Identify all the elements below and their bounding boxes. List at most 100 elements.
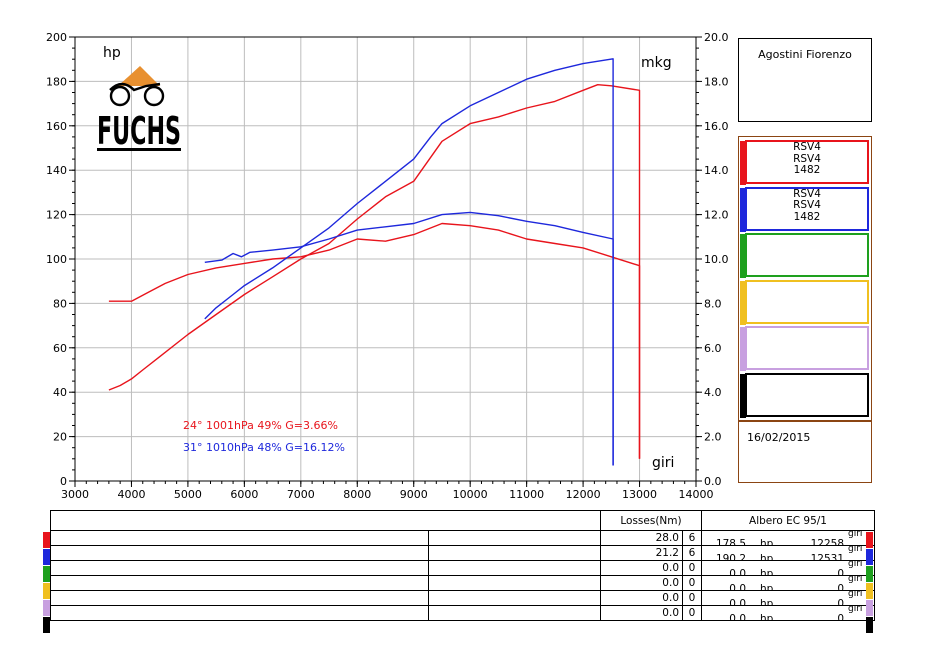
x-unit-label: giri bbox=[652, 455, 674, 471]
row-hp-unit: hp bbox=[760, 613, 774, 621]
series-line-0 bbox=[108, 84, 641, 459]
y-left-tick-label: 0 bbox=[60, 475, 67, 488]
row-hp-unit: hp bbox=[760, 583, 774, 591]
y-left-tick-label: 100 bbox=[46, 253, 67, 266]
y-left-tick-label: 80 bbox=[53, 297, 67, 310]
row-rpm-unit: giri bbox=[848, 560, 863, 570]
row-count: 0 bbox=[682, 590, 702, 606]
results-row: 28.0 6 178.5 hp 12258 giri bbox=[50, 530, 875, 546]
row-color-marker bbox=[866, 532, 873, 548]
date-box: 16/02/2015 bbox=[738, 421, 872, 483]
dyno-chart: 3000 4000 5000 6000 7000 8000 9000 10000 11000 12… bbox=[46, 31, 729, 500]
motorcycle-wheel-icon bbox=[143, 85, 165, 107]
row-hp-value: 178.5 bbox=[715, 538, 746, 546]
x-tick-label: 12000 bbox=[566, 488, 601, 500]
row-hp-unit: hp bbox=[760, 553, 774, 561]
row-hp-value: 0.0 bbox=[729, 583, 746, 591]
results-row: 0.0 0 0.0 hp 0 giri bbox=[50, 605, 875, 621]
x-tick-label: 6000 bbox=[230, 488, 258, 500]
results-row: 0.0 0 0.0 hp 0 giri bbox=[50, 575, 875, 591]
x-tick-label: 4000 bbox=[117, 488, 145, 500]
legend-item-line1: RSV4 bbox=[793, 187, 821, 200]
logo-underline bbox=[97, 148, 181, 151]
row-count: 6 bbox=[682, 545, 702, 561]
motorcycle-body-icon bbox=[109, 82, 161, 92]
x-tick-label: 5000 bbox=[174, 488, 202, 500]
series-line-1 bbox=[108, 222, 641, 459]
legend-item[interactable] bbox=[740, 279, 869, 325]
row-loss: 0.0 bbox=[600, 590, 683, 606]
legend-item[interactable] bbox=[740, 326, 869, 371]
row-color-marker bbox=[866, 566, 873, 582]
y-right-tick-label: 20.0 bbox=[704, 31, 729, 44]
results-row: 0.0 0 0.0 hp 0 giri bbox=[50, 560, 875, 576]
legend-item-line3: 1482 bbox=[793, 164, 821, 176]
results-table: Losses(Nm) Albero EC 95/1 28.0 6 178.5 hp 12… bbox=[50, 510, 875, 621]
row-color-marker bbox=[866, 617, 873, 633]
row-loss: 21.2 bbox=[600, 545, 683, 561]
row-rpm-value: 0 bbox=[837, 613, 844, 621]
chart-axes: 3000 4000 5000 6000 7000 8000 9000 10000 11000 12… bbox=[46, 31, 729, 500]
y-left-tick-label: 40 bbox=[53, 386, 67, 399]
x-tick-label: 3000 bbox=[61, 488, 89, 500]
row-rpm-value: 0 bbox=[837, 583, 844, 591]
y-right-tick-label: 2.0 bbox=[704, 431, 722, 444]
y-right-tick-label: 8.0 bbox=[704, 297, 722, 310]
fuchs-logo: FUCHS bbox=[97, 66, 181, 153]
row-rpm-unit: giri bbox=[848, 590, 863, 600]
legend-item[interactable]: RSV4 RSV4 1482 bbox=[740, 186, 869, 232]
row-rpm-value: 0 bbox=[837, 598, 844, 606]
row-count: 0 bbox=[682, 575, 702, 591]
row-loss: 0.0 bbox=[600, 575, 683, 591]
legend-item[interactable]: RSV4 RSV4 1482 bbox=[740, 140, 869, 185]
row-color-marker bbox=[43, 600, 50, 616]
condition-red: 24° 1001hPa 49% G=3.66% bbox=[183, 419, 338, 432]
row-power: 0.0 hp 0 giri bbox=[701, 560, 875, 576]
y-left-tick-label: 140 bbox=[46, 164, 67, 177]
y-left-tick-label: 160 bbox=[46, 120, 67, 133]
legend-color-swatch bbox=[740, 373, 746, 418]
logo-triangle-icon bbox=[118, 66, 160, 86]
y-right-tick-label: 0.0 bbox=[704, 475, 722, 488]
row-rpm-value: 12258 bbox=[810, 538, 844, 546]
legend-color-swatch bbox=[740, 234, 746, 278]
legend-frame bbox=[738, 136, 872, 421]
row-color-marker bbox=[866, 583, 873, 599]
row-hp-value: 0.0 bbox=[729, 598, 746, 606]
legend-color-swatch bbox=[740, 280, 746, 325]
row-hp-value: 0.0 bbox=[729, 613, 746, 621]
legend-item-line2: RSV4 bbox=[793, 199, 821, 211]
legend-color-swatch bbox=[740, 327, 746, 371]
x-tick-label: 9000 bbox=[400, 488, 428, 500]
x-tick-label: 8000 bbox=[343, 488, 371, 500]
y-left-tick-label: 60 bbox=[53, 342, 67, 355]
motorcycle-wheel-icon bbox=[109, 85, 131, 107]
y-right-tick-label: 6.0 bbox=[704, 342, 722, 355]
chart-grid bbox=[74, 36, 697, 482]
logo-text: FUCHS bbox=[97, 109, 181, 153]
owner-name: Agostini Fiorenzo bbox=[758, 48, 852, 61]
legend-item[interactable] bbox=[740, 233, 869, 278]
x-tick-label: 10000 bbox=[453, 488, 488, 500]
row-color-marker bbox=[43, 532, 50, 548]
row-count: 0 bbox=[682, 560, 702, 576]
row-hp-unit: hp bbox=[760, 568, 774, 576]
y-right-tick-label: 4.0 bbox=[704, 386, 722, 399]
x-tick-label: 7000 bbox=[287, 488, 315, 500]
legend-item[interactable] bbox=[740, 372, 869, 418]
x-tick-label: 11000 bbox=[509, 488, 544, 500]
row-power: 0.0 hp 0 giri bbox=[701, 590, 875, 606]
row-loss: 28.0 bbox=[600, 530, 683, 546]
row-loss: 0.0 bbox=[600, 560, 683, 576]
row-power: 190.2 hp 12531 giri bbox=[701, 545, 875, 561]
row-hp-value: 190.2 bbox=[715, 553, 746, 561]
row-hp-value: 0.0 bbox=[729, 568, 746, 576]
row-hp-unit: hp bbox=[760, 598, 774, 606]
results-header-row: Losses(Nm) Albero EC 95/1 bbox=[50, 510, 875, 531]
losses-header: Losses(Nm) bbox=[600, 510, 702, 531]
y-left-tick-label: 120 bbox=[46, 209, 67, 222]
x-tick-label: 14000 bbox=[679, 488, 714, 500]
row-color-marker bbox=[43, 549, 50, 565]
row-color-marker bbox=[866, 600, 873, 616]
chart-series bbox=[108, 58, 641, 466]
